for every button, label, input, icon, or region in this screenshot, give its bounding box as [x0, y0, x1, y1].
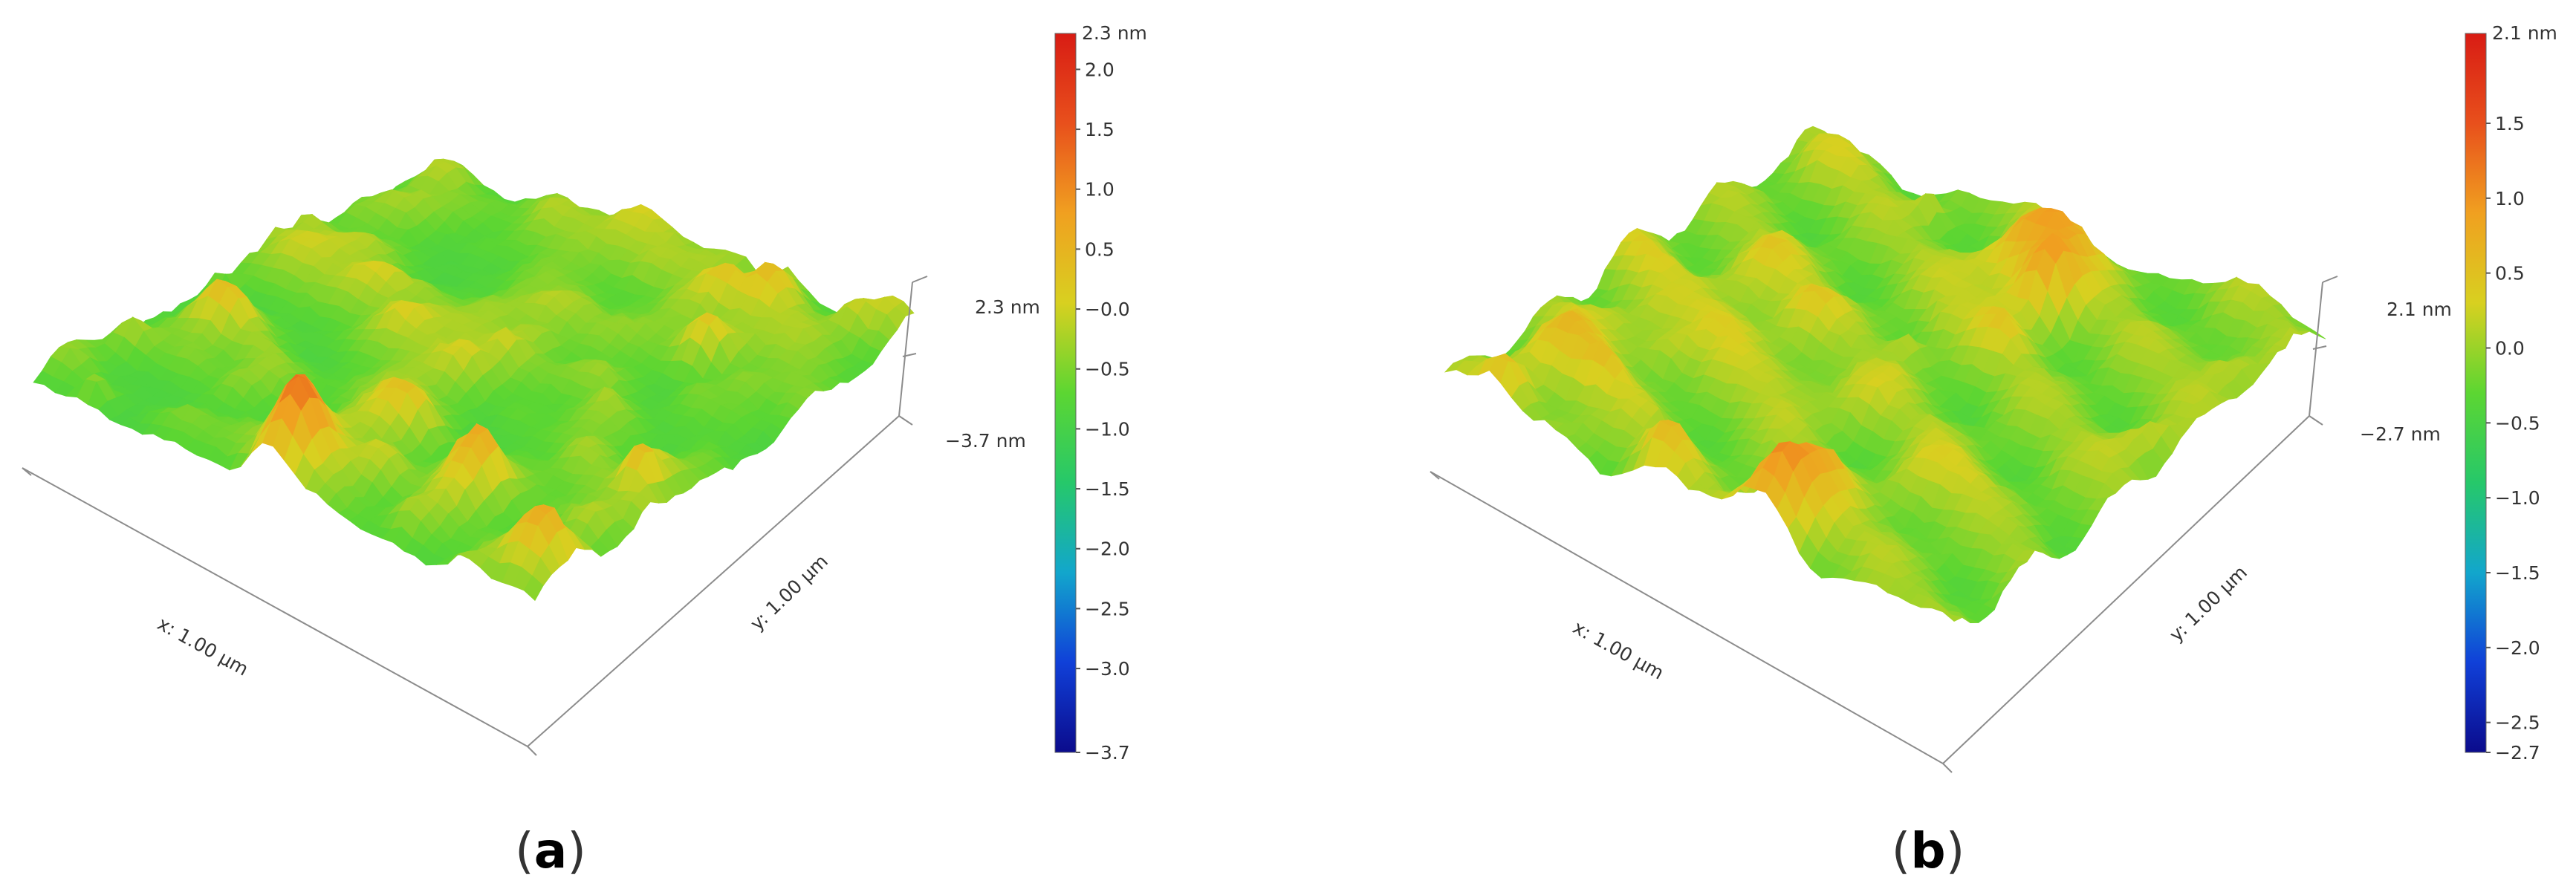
colorbar-tick-label-a-2: 1.0 — [1085, 179, 1115, 201]
colorbar-tick-label-a-4: −0.0 — [1085, 299, 1130, 320]
colorbar-tick-label-a-11: −3.7 — [1085, 742, 1130, 764]
x-axis-label-a: x: 1.00 µm — [154, 613, 252, 680]
z-bottom-label-b: −2.7 nm — [2360, 423, 2441, 445]
x-axis-label-b: x: 1.00 µm — [1569, 616, 1667, 684]
z-axis-line-a — [898, 281, 913, 417]
axes-a — [22, 276, 928, 756]
x-axis-tick-end-a — [527, 746, 537, 756]
z-axis-tick-top-a — [912, 276, 928, 283]
y-axis-tick-end-a — [898, 415, 913, 426]
colorbar-top-label-a: 2.3 nm — [1082, 22, 1147, 44]
colorbar-top-label-b: 2.1 nm — [2492, 22, 2557, 44]
surface-plot-a — [33, 158, 915, 602]
colorbar-tick-label-b-8: −2.5 — [2495, 712, 2540, 734]
colorbar-tick-label-a-5: −0.5 — [1085, 359, 1130, 380]
z-axis-tick-mid-b — [2312, 345, 2327, 350]
x-axis-tick-start-b — [1430, 471, 1440, 480]
colorbar-tick-label-a-6: −1.0 — [1085, 418, 1130, 440]
caption-letter-b: b — [1910, 822, 1945, 879]
colorbar-tick-label-a-7: −1.5 — [1085, 478, 1130, 500]
caption-a: (a) — [515, 822, 586, 879]
colorbar-tick-label-b-7: −2.0 — [2495, 637, 2540, 659]
x-axis-tick-start-a — [22, 467, 32, 476]
colorbar-tick-label-b-0: 1.5 — [2495, 113, 2525, 134]
colorbar-b: 2.1 nm 1.5 1.0 0.5 0.0 −0.5 −1.0 −1.5 −2.0 −2.5 −2… — [2465, 22, 2557, 764]
colorbar-tick-label-a-9: −2.5 — [1085, 598, 1130, 619]
panel-b: x: 1.00 µm y: 1.00 µm 2.1 nm −2.7 nm 2.1… — [1430, 22, 2557, 879]
y-axis-tick-end-b — [2309, 415, 2323, 426]
y-axis-line-b — [1942, 415, 2310, 764]
y-axis-label-a: y: 1.00 µm — [746, 550, 832, 634]
colorbar-tick-label-b-2: 0.5 — [2495, 263, 2525, 284]
axes-b — [1430, 276, 2338, 773]
colorbar-tick-label-a-10: −3.0 — [1085, 658, 1130, 680]
colorbar-tick-label-b-5: −1.0 — [2495, 487, 2540, 509]
z-top-label-b: 2.1 nm — [2387, 299, 2452, 320]
colorbar-tick-label-b-6: −1.5 — [2495, 562, 2540, 584]
colorbar-tick-label-a-0: 2.0 — [1085, 59, 1115, 80]
colorbar-tick-label-a-3: 0.5 — [1085, 238, 1115, 260]
x-axis-tick-end-b — [1942, 763, 1953, 773]
colorbar-ticks-a: 2.3 nm 2.0 1.5 1.0 0.5 −0.0 −0.5 −1.0 −1.5 −2.0 −2… — [1076, 22, 1147, 764]
colorbar-bar-a — [1054, 33, 1077, 753]
caption-b: (b) — [1892, 822, 1965, 879]
z-axis-tick-top-b — [2322, 276, 2338, 283]
z-top-label-a: 2.3 nm — [975, 296, 1040, 318]
colorbar-tick-label-b-4: −0.5 — [2495, 412, 2540, 434]
colorbar-tick-label-b-3: 0.0 — [2495, 338, 2525, 359]
colorbar-tick-label-b-1: 1.0 — [2495, 188, 2525, 209]
z-bottom-label-a: −3.7 nm — [945, 430, 1026, 452]
panel-a: x: 1.00 µm y: 1.00 µm 2.3 nm −3.7 nm 2.3… — [22, 22, 1147, 879]
x-axis-line-a — [22, 467, 528, 747]
y-axis-label-b: y: 1.00 µm — [2165, 562, 2251, 645]
colorbar-tick-label-a-8: −2.0 — [1085, 538, 1130, 560]
surface-plot-b — [1444, 126, 2326, 624]
surface-cell — [1942, 611, 1964, 622]
colorbar-tick-label-b-9: −2.7 — [2495, 742, 2540, 764]
colorbar-a: 2.3 nm 2.0 1.5 1.0 0.5 −0.0 −0.5 −1.0 −1.5 −2.0 −2… — [1054, 22, 1147, 764]
x-axis-line-b — [1430, 471, 1944, 764]
colorbar-bar-b — [2465, 33, 2487, 753]
colorbar-ticks-b: 2.1 nm 1.5 1.0 0.5 0.0 −0.5 −1.0 −1.5 −2.0 −2.5 −2… — [2486, 22, 2557, 764]
surface-cell — [523, 575, 544, 602]
caption-letter-a: a — [534, 822, 568, 879]
colorbar-tick-label-a-1: 1.5 — [1085, 119, 1115, 140]
z-axis-tick-mid-a — [902, 353, 917, 357]
y-axis-line-a — [527, 415, 900, 747]
